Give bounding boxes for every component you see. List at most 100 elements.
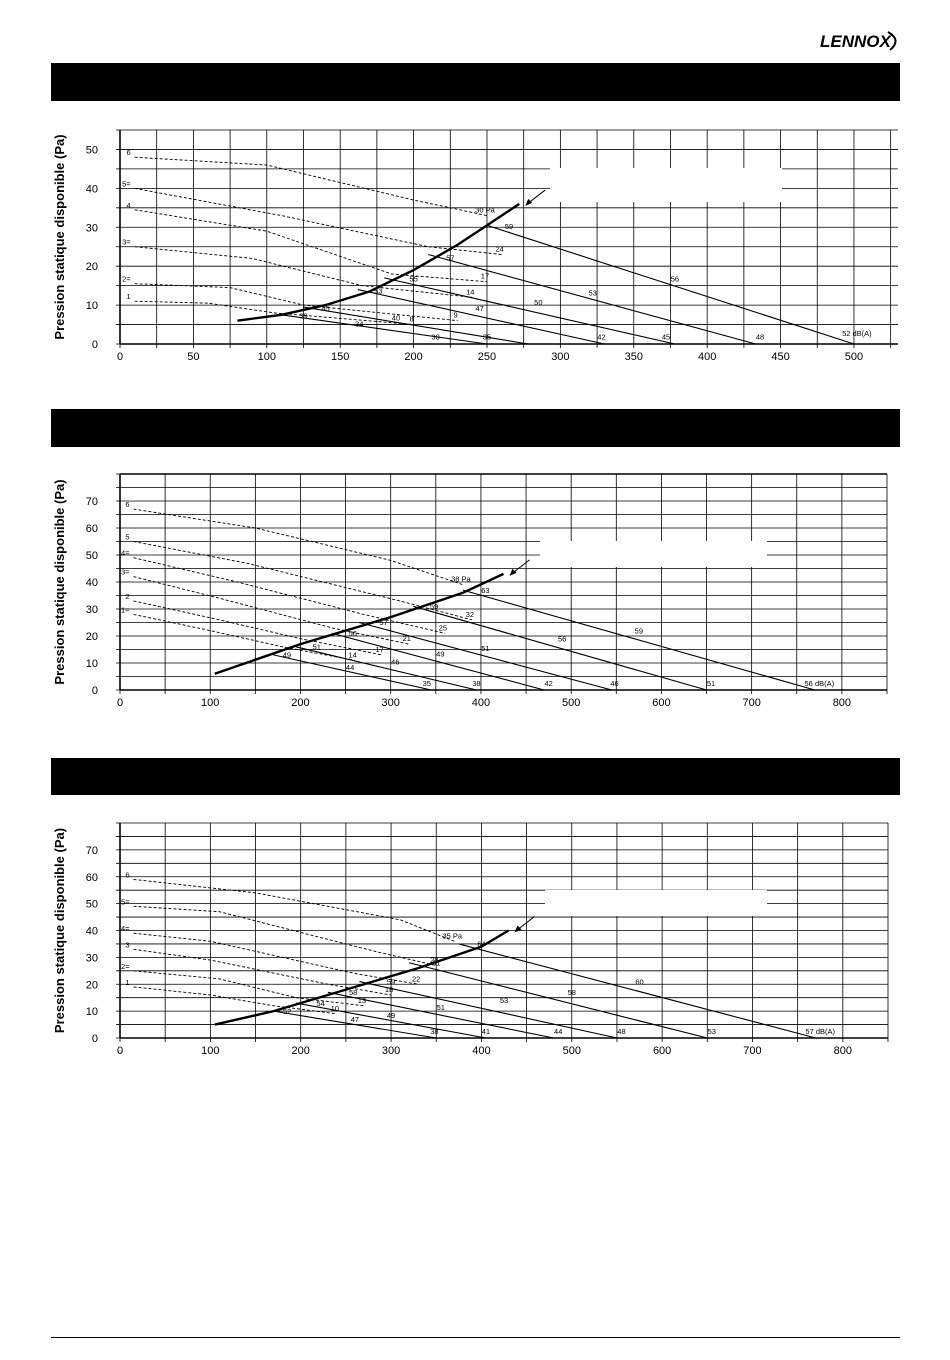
noise-label: 53	[588, 288, 596, 297]
lennox-logo: LENNOX	[820, 31, 897, 51]
y-tick-label: 30	[86, 222, 98, 234]
x-tick-label: 450	[771, 351, 789, 363]
grid	[116, 129, 898, 348]
speed-label: 3=	[121, 568, 130, 577]
noise-line	[273, 1010, 437, 1039]
y-tick-label: 10	[86, 300, 98, 312]
noise-line	[458, 943, 816, 1039]
noise-line	[462, 589, 815, 691]
noise-line	[359, 981, 618, 1039]
pressure-label: 13	[358, 996, 366, 1005]
noise-label: 38	[430, 1027, 438, 1036]
y-tick-label: 40	[86, 926, 98, 938]
speed-label: 6	[127, 148, 131, 157]
noise-label: 42	[597, 332, 605, 341]
x-tick-label: 250	[478, 351, 496, 363]
speed-curve	[133, 541, 473, 621]
x-tick-label: 800	[834, 1045, 852, 1057]
noise-label: 53	[500, 996, 508, 1005]
speed-label: 5=	[122, 179, 131, 188]
noise-label: 44	[554, 1027, 562, 1036]
noise-label: 58	[349, 988, 357, 997]
noise-label: 55	[409, 275, 417, 284]
speed-label: 3	[125, 940, 129, 949]
grid	[116, 822, 889, 1042]
noise-label: 51	[707, 679, 715, 688]
noise-label: 39	[299, 312, 307, 321]
noise-line	[327, 991, 554, 1039]
x-tick-label: 150	[331, 351, 349, 363]
y-tick-label: 0	[92, 685, 98, 697]
legend-area	[550, 168, 782, 202]
speed-curve	[134, 187, 502, 255]
speed-label: 3=	[122, 238, 131, 247]
pressure-label: 17	[376, 645, 384, 654]
x-tick-label: 500	[563, 1045, 581, 1057]
pressure-label: 22	[412, 974, 420, 983]
speed-curve	[133, 576, 409, 645]
noise-label: 49	[387, 1011, 395, 1020]
x-tick-label: 500	[562, 697, 580, 709]
noise-line	[303, 306, 529, 345]
noise-label: 59	[505, 222, 513, 231]
noise-line	[408, 962, 708, 1039]
legend-area	[540, 541, 767, 567]
speed-curve	[133, 613, 355, 661]
section-header-band-1	[51, 63, 900, 101]
section-header-band-3	[51, 758, 900, 795]
x-tick-label: 300	[551, 351, 569, 363]
y-axis-label: Pression statique disponible (Pa)	[52, 134, 67, 339]
x-tick-label: 400	[472, 697, 490, 709]
noise-label: 56	[671, 275, 679, 284]
footer-rule	[51, 1337, 900, 1338]
pressure-label: 24	[495, 245, 503, 254]
pressure-label: 30 Pa	[475, 206, 495, 215]
speed-curve	[134, 300, 414, 325]
y-tick-label: 30	[86, 952, 98, 964]
noise-label: 35	[483, 332, 491, 341]
pressure-label: 18	[385, 985, 393, 994]
speed-label: 4	[127, 201, 131, 210]
noise-line	[413, 605, 707, 691]
x-tick-label: 100	[258, 351, 276, 363]
speed-curve	[133, 600, 382, 656]
noise-label: 42	[544, 679, 552, 688]
pressure-label: 17	[481, 272, 489, 281]
y-tick-label: 20	[86, 261, 98, 273]
noise-label: 61	[432, 958, 440, 967]
grid	[116, 473, 888, 694]
callout-arrowhead	[509, 568, 517, 576]
speed-label: 1	[125, 978, 129, 987]
y-tick-label: 40	[86, 183, 98, 195]
speed-label: 4=	[121, 924, 130, 933]
noise-label: 56	[349, 629, 357, 638]
callout-arrowhead	[525, 198, 533, 206]
pressure-label: 35 Pa	[443, 931, 463, 940]
chart-3: 0 100 200 300 400 500 600 700 800 0 10 20 30 40 50 60 70…	[45, 810, 905, 1072]
noise-label: 46	[610, 679, 618, 688]
y-tick-label: 0	[92, 339, 98, 351]
speed-label: 2=	[122, 275, 131, 284]
y-axis-label: Pression statique disponible (Pa)	[52, 828, 67, 1033]
noise-label: 63	[481, 586, 489, 595]
x-tick-label: 500	[845, 351, 863, 363]
x-tick-label: 0	[117, 351, 123, 363]
speed-curve	[133, 932, 419, 985]
y-tick-label: 20	[86, 631, 98, 643]
x-tick-label: 700	[743, 1045, 761, 1057]
noise-label: 54	[316, 999, 324, 1008]
section-header-band-2	[51, 409, 900, 447]
noise-label: 40	[392, 314, 400, 323]
noise-label: 35	[423, 679, 431, 688]
x-tick-label: 600	[653, 1045, 671, 1057]
x-tick-label: 50	[187, 351, 199, 363]
y-tick-label: 20	[86, 979, 98, 991]
system-curve	[214, 929, 510, 1026]
noise-label: 56 dB(A)	[805, 679, 835, 688]
noise-label: 50	[534, 298, 542, 307]
y-tick-label: 0	[92, 1033, 98, 1045]
x-tick-label: 200	[292, 1045, 310, 1057]
x-tick-label: 200	[291, 697, 309, 709]
noise-label: 48	[617, 1027, 625, 1036]
x-tick-label: 0	[117, 697, 123, 709]
